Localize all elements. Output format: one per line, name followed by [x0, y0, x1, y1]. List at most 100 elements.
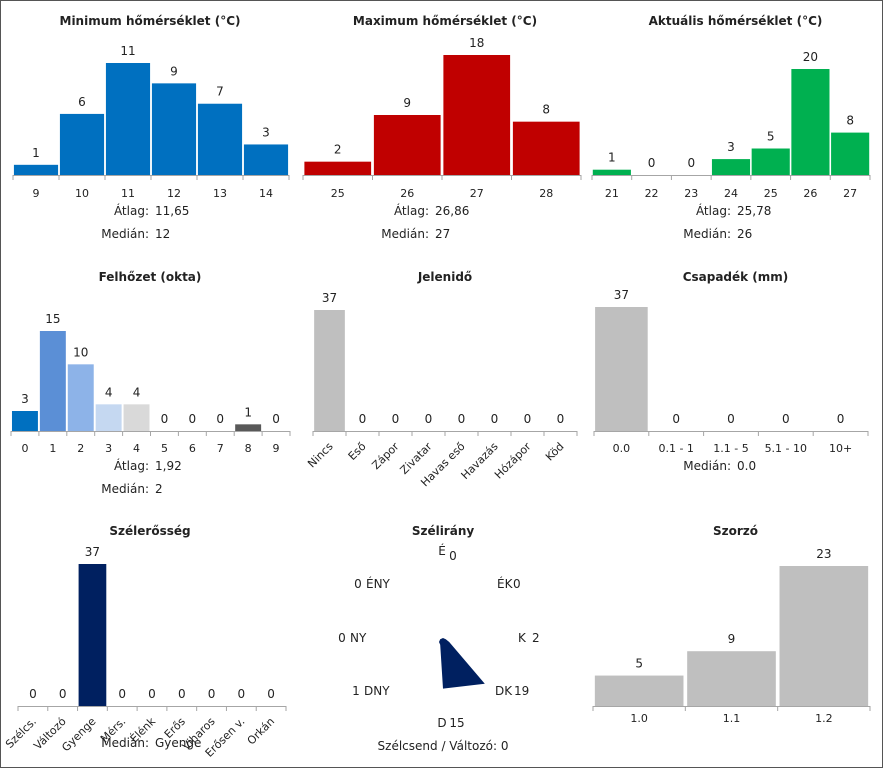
- windspd-value-label-1: 0: [59, 687, 67, 701]
- cloud-tick-label-5: 5: [161, 442, 168, 455]
- act-value-label-3: 3: [727, 140, 735, 154]
- cloud-bar-0: [11, 411, 38, 431]
- winddir-dir-label-4: D: [437, 716, 446, 730]
- cloud-value-label-1: 15: [45, 312, 60, 326]
- mult-value-label-2: 23: [816, 547, 831, 561]
- precip-stat-value-0: 0.0: [737, 459, 756, 473]
- min-tick-label-4: 13: [213, 187, 227, 200]
- precip-value-label-2: 0: [727, 412, 735, 426]
- winddir-dir-label-5: DNY: [364, 684, 390, 698]
- mult-bar-1: [687, 651, 776, 706]
- act-value-label-2: 0: [687, 156, 695, 170]
- act-stat-label-1: Medián:: [683, 227, 731, 241]
- max-value-label-0: 2: [334, 143, 342, 157]
- winddir-dir-label-7: ÉNY: [366, 576, 391, 591]
- min-stat-value-1: 12: [155, 227, 170, 241]
- chart-present-weather: Jelenidő 37 Nincs 0 Eső 0 Zápor 0 Zivatar 0 Havas …: [295, 260, 595, 505]
- precip-stat-label-0: Medián:: [683, 459, 731, 473]
- mult-tick-label-1: 1.1: [723, 712, 741, 725]
- chart-min-temp: Minimum hőmérséklet (°C) 1 9 6 10 11 11 9 12 7 13 3…: [0, 0, 300, 255]
- cloud-stat-value-1: 2: [155, 482, 163, 496]
- min-stat-value-0: 11,65: [155, 204, 189, 218]
- max-bar-0: [304, 161, 372, 175]
- wx-value-label-3: 0: [425, 412, 433, 426]
- winddir-dir-label-6: NY: [350, 631, 367, 645]
- precip-value-label-4: 0: [837, 412, 845, 426]
- cloud-title: Felhőzet (okta): [99, 270, 202, 284]
- cloud-tick-label-9: 9: [273, 442, 280, 455]
- wx-title: Jelenidő: [417, 270, 472, 284]
- wx-value-label-7: 0: [557, 412, 565, 426]
- windspd-value-label-2: 37: [85, 545, 100, 559]
- act-bar-3: [711, 159, 751, 175]
- chart-precipitation: Csapadék (mm) 37 0.0 0 0.1 - 1 0 1.1 - 5 0 5.1 -…: [588, 260, 883, 505]
- act-bar-0: [592, 169, 631, 175]
- min-bar-2: [105, 63, 151, 175]
- wx-value-label-2: 0: [392, 412, 400, 426]
- min-bar-4: [197, 103, 243, 175]
- winddir-title: Szélirány: [412, 524, 475, 538]
- mult-bar-2: [779, 566, 869, 706]
- cloud-stat-value-0: 1,92: [155, 459, 182, 473]
- winddir-value-label-0: 0: [449, 549, 457, 563]
- act-value-label-4: 5: [767, 130, 775, 144]
- windspd-value-label-0: 0: [29, 687, 37, 701]
- chart-wind-direction: Szélirány É 0 ÉK 0 K 2 DK 19 D 15 1 DNY 0 NY 0 ÉNY Szélcs…: [295, 515, 595, 765]
- cloud-tick-label-4: 4: [133, 442, 140, 455]
- max-value-label-2: 18: [469, 36, 484, 50]
- min-value-label-3: 9: [170, 64, 178, 78]
- act-value-label-1: 0: [648, 156, 656, 170]
- act-value-label-5: 20: [803, 50, 818, 64]
- cloud-stat-label-0: Átlag:: [114, 458, 149, 473]
- wx-value-label-4: 0: [458, 412, 466, 426]
- cloud-value-label-3: 4: [105, 385, 113, 399]
- min-stat-label-0: Átlag:: [114, 203, 149, 218]
- wx-bar-0: [314, 310, 345, 431]
- mult-tick-label-2: 1.2: [815, 712, 833, 725]
- act-value-label-0: 1: [608, 151, 616, 165]
- precip-value-label-3: 0: [782, 412, 790, 426]
- min-value-label-4: 7: [216, 85, 224, 99]
- cloud-bar-2: [67, 364, 94, 431]
- precip-tick-label-1: 0.1 - 1: [658, 442, 693, 455]
- windspd-value-label-7: 0: [238, 687, 246, 701]
- wx-value-label-6: 0: [524, 412, 532, 426]
- min-title: Minimum hőmérséklet (°C): [60, 14, 241, 28]
- cloud-value-label-2: 10: [73, 345, 88, 359]
- act-value-label-6: 8: [846, 114, 854, 128]
- chart-cloud-cover: Felhőzet (okta) 3 0 15 1 10 2 4 3 4 4 0 5 0 6 0 7 1 8 0 9 Átl…: [0, 260, 300, 505]
- wx-tick-label-0: Nincs: [305, 440, 336, 471]
- cloud-bar-8: [235, 424, 262, 431]
- max-value-label-3: 8: [542, 103, 550, 117]
- precip-tick-label-2: 1.1 - 5: [713, 442, 748, 455]
- min-value-label-5: 3: [262, 125, 270, 139]
- min-value-label-2: 11: [120, 44, 135, 58]
- max-stat-label-0: Átlag:: [394, 203, 429, 218]
- windspd-bar-2: [78, 564, 107, 706]
- mult-value-label-1: 9: [728, 632, 736, 646]
- winddir-calm-footer: Szélcsend / Változó: 0: [378, 739, 509, 753]
- max-stat-value-0: 26,86: [435, 204, 469, 218]
- act-title: Aktuális hőmérséklet (°C): [649, 14, 823, 28]
- windspd-value-label-5: 0: [178, 687, 186, 701]
- cloud-stat-label-1: Medián:: [101, 482, 149, 496]
- cloud-value-label-9: 0: [272, 412, 280, 426]
- cloud-value-label-5: 0: [161, 412, 169, 426]
- cloud-tick-label-1: 1: [49, 442, 56, 455]
- winddir-area: [439, 638, 485, 689]
- act-tick-label-1: 22: [645, 187, 659, 200]
- wx-value-label-1: 0: [359, 412, 367, 426]
- min-tick-label-5: 14: [259, 187, 273, 200]
- chart-max-temp: Maximum hőmérséklet (°C) 2 25 9 26 18 27 8 28 Átl…: [295, 0, 595, 255]
- act-stat-value-0: 25,78: [737, 204, 771, 218]
- cloud-value-label-4: 4: [133, 385, 141, 399]
- max-tick-label-2: 27: [470, 187, 484, 200]
- act-bar-6: [831, 132, 870, 175]
- max-bar-2: [443, 55, 511, 175]
- min-tick-label-3: 12: [167, 187, 181, 200]
- cloud-tick-label-2: 2: [77, 442, 84, 455]
- act-bar-4: [751, 148, 790, 175]
- windspd-title: Szélerősség: [109, 524, 190, 538]
- mult-tick-label-0: 1.0: [630, 712, 648, 725]
- winddir-dir-label-2: K: [518, 631, 527, 645]
